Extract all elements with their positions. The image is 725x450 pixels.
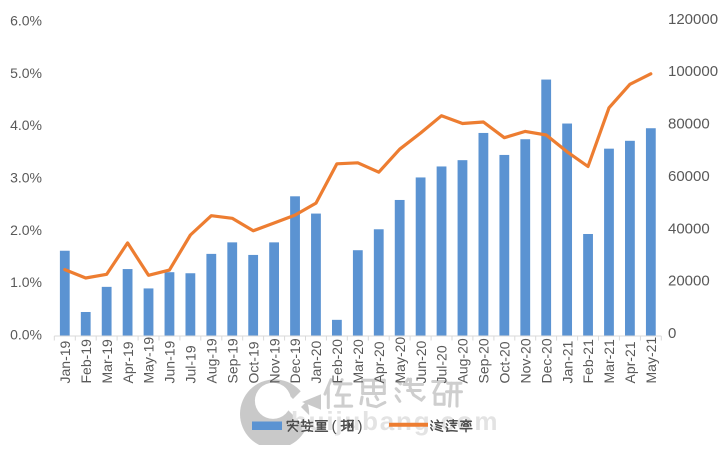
svg-text:100000: 100000 [668, 63, 718, 80]
svg-text:Jan-19: Jan-19 [57, 340, 73, 383]
svg-text:Mar-20: Mar-20 [350, 339, 366, 384]
svg-text:Dec-19: Dec-19 [287, 338, 303, 383]
svg-text:Oct-20: Oct-20 [497, 341, 513, 383]
svg-text:Nov-20: Nov-20 [518, 338, 534, 383]
svg-text:40000: 40000 [668, 220, 710, 237]
svg-text:): ) [358, 418, 363, 435]
svg-text:80000: 80000 [668, 116, 710, 133]
svg-text:May-19: May-19 [141, 337, 157, 384]
svg-text:Feb-19: Feb-19 [78, 339, 94, 384]
svg-text:60000: 60000 [668, 168, 710, 185]
svg-text:Jul-19: Jul-19 [183, 345, 199, 383]
svg-text:Mar-21: Mar-21 [601, 339, 617, 384]
svg-text:Apr-20: Apr-20 [371, 341, 387, 383]
svg-text:Apr-21: Apr-21 [622, 341, 638, 383]
svg-text:Dec-20: Dec-20 [538, 338, 554, 383]
svg-text:3.0%: 3.0% [10, 169, 42, 185]
svg-text:Mar-19: Mar-19 [99, 339, 115, 384]
svg-text:Apr-19: Apr-19 [120, 341, 136, 383]
svg-text:Feb-20: Feb-20 [329, 339, 345, 384]
svg-text:Aug-19: Aug-19 [204, 338, 220, 383]
svg-text:May-20: May-20 [392, 337, 408, 384]
svg-text:Jun-19: Jun-19 [162, 340, 178, 383]
svg-text:Jul-20: Jul-20 [434, 345, 450, 383]
svg-text:0: 0 [668, 325, 676, 342]
svg-text:Oct-19: Oct-19 [245, 341, 261, 383]
svg-text:6.0%: 6.0% [10, 12, 42, 28]
svg-text:0.0%: 0.0% [10, 327, 42, 343]
svg-text:Aug-20: Aug-20 [455, 338, 471, 383]
svg-text:4.0%: 4.0% [10, 117, 42, 133]
svg-text:1.0%: 1.0% [10, 274, 42, 290]
svg-text:Jan-20: Jan-20 [308, 340, 324, 383]
svg-text:120000: 120000 [668, 11, 718, 28]
svg-text:20000: 20000 [668, 273, 710, 290]
svg-text:Sep-20: Sep-20 [476, 338, 492, 383]
svg-text:5.0%: 5.0% [10, 65, 42, 81]
svg-text:Jun-20: Jun-20 [413, 340, 429, 383]
svg-text:Nov-19: Nov-19 [266, 338, 282, 383]
svg-text:Sep-19: Sep-19 [224, 338, 240, 383]
svg-text:2.0%: 2.0% [10, 222, 42, 238]
svg-text:Feb-21: Feb-21 [580, 339, 596, 384]
svg-text:May-21: May-21 [643, 337, 659, 384]
svg-text:Jan-21: Jan-21 [559, 340, 575, 383]
svg-text:(: ( [332, 418, 337, 435]
